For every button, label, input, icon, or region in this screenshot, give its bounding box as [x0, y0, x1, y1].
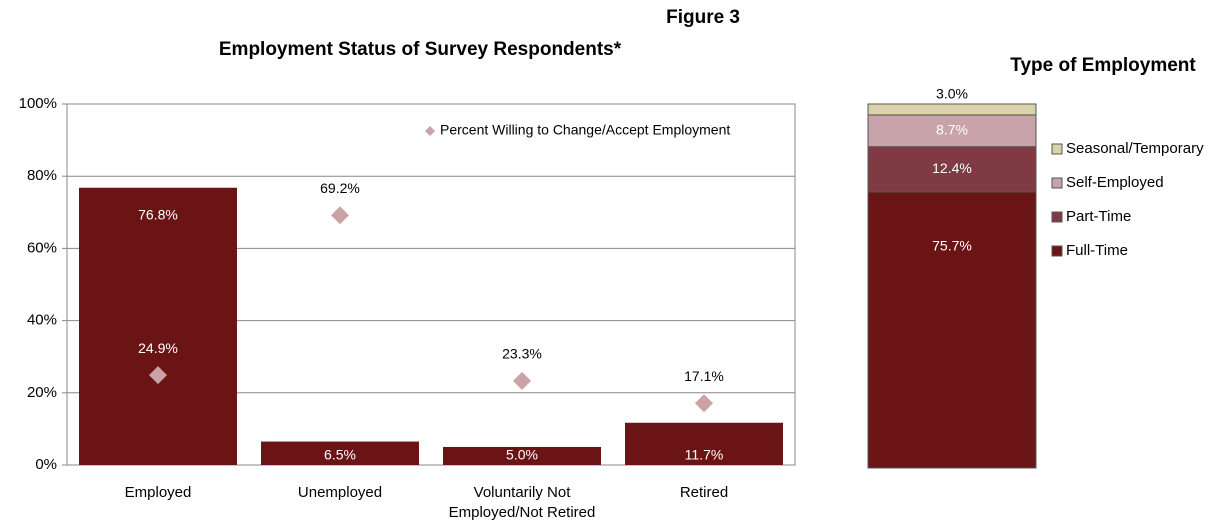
bar: [625, 422, 783, 465]
legend-swatch: [1051, 211, 1063, 223]
y-tick-label: 100%: [19, 95, 57, 112]
segment-value-label: 8.7%: [936, 122, 968, 138]
diamond-marker: [331, 206, 349, 225]
bar-value-label: 11.7%: [685, 447, 724, 463]
marker-value-label: 69.2%: [320, 180, 360, 196]
stacked-segment: [867, 114, 1037, 148]
diamond-marker: [149, 366, 167, 385]
stacked-segment: [867, 191, 1037, 469]
stacked-segment: [867, 103, 1037, 116]
legend-label: Part-Time: [1066, 208, 1131, 225]
marker-value-label: 23.3%: [502, 346, 542, 362]
x-tick-label: Unemployed: [297, 484, 383, 501]
diamond-marker: [695, 394, 713, 413]
legend-swatch: [1051, 177, 1063, 189]
segment-value-label: 12.4%: [932, 160, 972, 176]
chart-title: Type of Employment: [1010, 55, 1196, 76]
diamond-marker: [513, 371, 531, 390]
bar-value-label: 5.0%: [506, 447, 538, 463]
y-tick-label: 60%: [27, 239, 57, 256]
bar-value-label: 76.8%: [138, 206, 178, 222]
bar: [79, 187, 237, 465]
y-tick-label: 80%: [27, 167, 57, 184]
segment-value-label: 75.7%: [932, 238, 972, 254]
figure-label: Figure 3: [666, 7, 740, 28]
x-tick-label: Retired: [679, 484, 729, 501]
plot-frame: [66, 103, 796, 466]
y-tick-label: 0%: [35, 456, 57, 473]
segment-value-label: 3.0%: [936, 86, 968, 102]
x-tick-label: Voluntarily Not Employed/Not Retired: [448, 484, 596, 521]
legend-swatch: [1051, 143, 1063, 155]
marker-value-label: 24.9%: [138, 340, 178, 356]
legend-marker: [425, 126, 435, 136]
chart-title: Employment Status of Survey Respondents*: [219, 39, 622, 60]
marker-value-label: 17.1%: [684, 368, 724, 384]
y-tick-label: 20%: [27, 384, 57, 401]
y-tick-label: 40%: [27, 312, 57, 329]
legend-label: Seasonal/Temporary: [1066, 140, 1204, 157]
legend-label: Self-Employed: [1066, 174, 1164, 191]
legend-label: Full-Time: [1066, 242, 1128, 259]
stacked-segment: [867, 146, 1037, 193]
legend-label: Percent Willing to Change/Accept Employm…: [440, 122, 730, 138]
bar-value-label: 6.5%: [324, 447, 356, 463]
bar: [261, 441, 419, 465]
x-tick-label: Employed: [124, 484, 192, 501]
bar: [443, 446, 601, 465]
legend-swatch: [1051, 245, 1063, 257]
